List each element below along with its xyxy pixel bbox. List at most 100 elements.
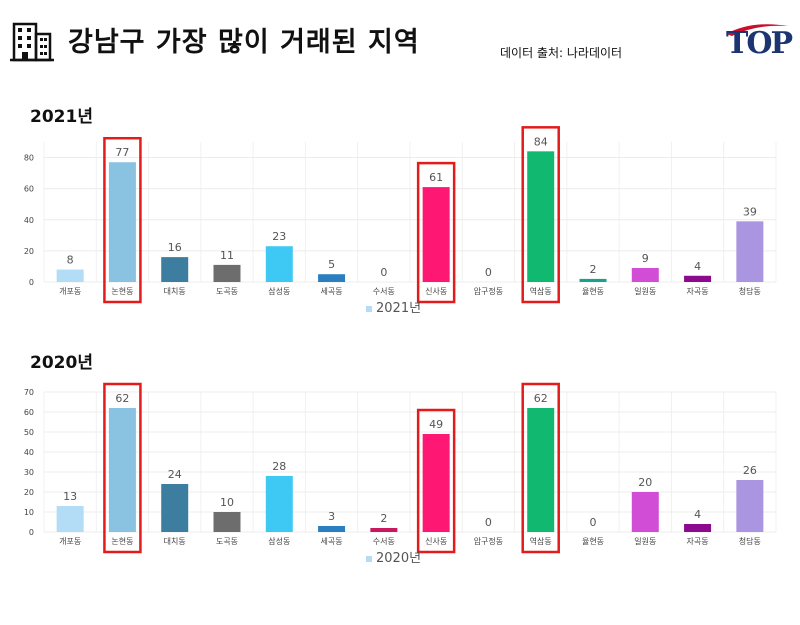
data-label: 61 xyxy=(429,171,443,184)
data-label: 3 xyxy=(328,510,335,523)
bar xyxy=(422,434,450,532)
building-icon xyxy=(10,22,54,62)
bar xyxy=(684,524,712,532)
bar xyxy=(161,257,189,282)
y-tick-label: 10 xyxy=(24,508,34,517)
chart-title-2021: 2021년 xyxy=(30,107,93,127)
y-tick-label: 20 xyxy=(24,488,34,497)
x-tick-label: 일원동 xyxy=(634,537,656,546)
x-tick-label: 압구정동 xyxy=(474,536,503,546)
x-tick-label: 자곡동 xyxy=(687,287,709,296)
data-label: 26 xyxy=(743,464,757,477)
data-label: 2 xyxy=(590,263,597,276)
highlight-box xyxy=(521,126,560,304)
bar xyxy=(213,264,241,282)
data-label: 84 xyxy=(534,135,548,148)
highlight-box xyxy=(416,161,456,304)
data-label: 62 xyxy=(115,392,129,405)
bar xyxy=(422,187,450,282)
x-tick-label: 개포동 xyxy=(59,286,81,296)
data-label: 8 xyxy=(67,254,74,267)
y-tick-label: 30 xyxy=(24,468,34,477)
data-label: 23 xyxy=(272,230,286,243)
data-label: 62 xyxy=(534,392,548,405)
data-label: 10 xyxy=(220,496,234,509)
bar xyxy=(527,408,555,532)
data-label: 0 xyxy=(380,266,387,279)
x-tick-label: 수서동 xyxy=(373,537,395,546)
bar xyxy=(108,408,136,532)
y-tick-label: 70 xyxy=(24,388,34,397)
data-label: 11 xyxy=(220,249,234,262)
data-label: 0 xyxy=(485,516,492,529)
bar-chart-2020: 01020304050607013개포동62논현동24대치동10도곡동28삼성동… xyxy=(24,382,777,566)
x-tick-label: 역삼동 xyxy=(530,286,552,296)
x-tick-label: 신사동 xyxy=(425,287,447,296)
data-label: 20 xyxy=(638,476,652,489)
bar xyxy=(579,278,607,282)
legend-label: 2020년 xyxy=(376,551,421,566)
bar xyxy=(265,476,293,532)
data-label: 16 xyxy=(168,241,182,254)
data-label: 24 xyxy=(168,468,182,481)
x-tick-label: 율현동 xyxy=(582,287,604,296)
data-label: 13 xyxy=(63,490,77,503)
x-tick-label: 세곡동 xyxy=(321,287,343,296)
y-tick-label: 20 xyxy=(24,247,34,256)
highlight-box xyxy=(521,382,560,554)
x-tick-label: 삼성동 xyxy=(268,536,290,546)
x-tick-label: 역삼동 xyxy=(530,536,552,546)
logo-text: TOP xyxy=(726,26,793,61)
data-label: 77 xyxy=(115,146,129,159)
x-tick-label: 논현동 xyxy=(111,537,133,546)
chart-title-2020: 2020년 xyxy=(30,353,93,373)
data-label: 4 xyxy=(694,508,701,521)
y-tick-label: 40 xyxy=(24,216,34,225)
x-tick-label: 자곡동 xyxy=(687,537,709,546)
y-tick-label: 40 xyxy=(24,448,34,457)
bar xyxy=(56,269,84,282)
data-label: 28 xyxy=(272,460,286,473)
data-label: 9 xyxy=(642,252,649,265)
x-tick-label: 논현동 xyxy=(111,287,133,296)
legend-swatch xyxy=(366,306,372,312)
x-tick-label: 압구정동 xyxy=(474,286,503,296)
x-tick-label: 세곡동 xyxy=(321,537,343,546)
bar xyxy=(108,162,136,282)
bar xyxy=(318,274,346,282)
highlight-box xyxy=(416,408,456,554)
data-label: 2 xyxy=(380,512,387,525)
bar xyxy=(736,480,764,532)
logo-swoosh-icon xyxy=(726,24,788,36)
y-tick-label: 50 xyxy=(24,428,34,437)
x-tick-label: 도곡동 xyxy=(216,537,238,546)
x-tick-label: 청담동 xyxy=(739,286,761,296)
x-tick-label: 도곡동 xyxy=(216,287,238,296)
highlight-box xyxy=(103,382,142,554)
bar xyxy=(684,275,712,282)
data-label: 0 xyxy=(590,516,597,529)
x-tick-label: 대치동 xyxy=(164,287,186,296)
data-label: 4 xyxy=(694,260,701,273)
x-tick-label: 삼성동 xyxy=(268,286,290,296)
bar xyxy=(265,246,293,282)
data-label: 49 xyxy=(429,418,443,431)
x-tick-label: 일원동 xyxy=(634,287,656,296)
y-tick-label: 0 xyxy=(29,278,34,287)
page-title: 강남구 가장 많이 거래된 지역 xyxy=(68,27,420,58)
legend-label: 2021년 xyxy=(376,301,421,316)
data-source: 데이터 출처: 나라데이터 xyxy=(500,46,623,60)
logo: TOP xyxy=(722,20,793,62)
bar xyxy=(631,492,659,532)
data-label: 39 xyxy=(743,205,757,218)
highlight-box xyxy=(103,136,142,304)
x-tick-label: 수서동 xyxy=(373,287,395,296)
data-label: 0 xyxy=(485,266,492,279)
data-label: 5 xyxy=(328,258,335,271)
y-tick-label: 80 xyxy=(24,154,34,163)
x-tick-label: 개포동 xyxy=(59,536,81,546)
bar-chart-2021: 0204060808개포동77논현동16대치동11도곡동23삼성동5세곡동0수서… xyxy=(24,126,777,316)
y-tick-label: 60 xyxy=(24,185,34,194)
y-tick-label: 60 xyxy=(24,408,34,417)
bar xyxy=(56,506,84,532)
